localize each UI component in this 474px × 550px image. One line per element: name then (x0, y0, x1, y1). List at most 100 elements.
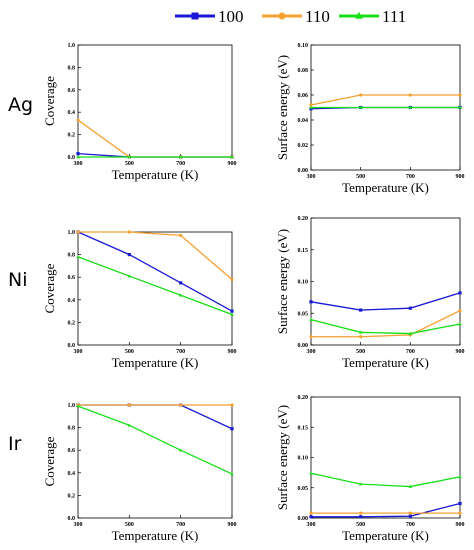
legend-entry-100: 100 (175, 7, 244, 26)
series-110 (76, 403, 234, 407)
y-axis-label: Surface energy (eV) (275, 229, 290, 334)
y-tick-label: 0.4 (68, 110, 76, 116)
series-line-111 (310, 318, 461, 335)
data-point-111 (76, 155, 80, 159)
data-point-100 (309, 300, 313, 304)
data-point-110 (458, 309, 462, 313)
x-tick-label: 500 (356, 522, 365, 528)
data-point-111 (408, 331, 413, 335)
y-tick-label: 0.0 (68, 343, 76, 349)
data-point-111 (230, 312, 234, 316)
y-tick-label: 1.0 (68, 230, 76, 236)
series-100 (309, 501, 462, 519)
data-point-111 (178, 293, 183, 297)
x-tick-label: 300 (74, 522, 83, 528)
data-point-111 (309, 317, 313, 321)
y-tick-label: 0.20 (298, 216, 309, 222)
plot-frame (77, 404, 233, 519)
panel-ni-surface-energy: 0.00 0.05 0.10 0.15 0.20 300 500 700 900 Temperat… (275, 216, 465, 370)
data-point-111 (408, 105, 413, 109)
data-point-110 (127, 403, 131, 407)
row-label-ir: Ir (8, 433, 22, 455)
series-line-110 (77, 119, 232, 158)
y-tick-label: 0.2 (68, 133, 76, 139)
x-axis-label: Temperature (K) (342, 528, 429, 543)
x-tick-label: 500 (125, 161, 134, 167)
data-point-111 (230, 472, 234, 476)
data-point-100 (76, 152, 80, 156)
y-tick-label: 0.8 (68, 253, 76, 259)
y-tick-label: 0.00 (298, 168, 309, 174)
data-point-111 (76, 404, 80, 408)
series-line-110 (310, 94, 460, 106)
y-axis-label: Surface energy (eV) (275, 405, 290, 510)
y-tick-label: 0.05 (298, 311, 309, 317)
x-tick-label: 900 (228, 161, 237, 167)
row-labels: Ag Ni Ir (8, 94, 33, 455)
y-tick-label: 0.8 (68, 65, 76, 71)
x-axis-label: Temperature (K) (342, 355, 429, 370)
plot-frame (310, 396, 461, 519)
x-tick-label: 700 (176, 522, 185, 528)
data-point-111 (127, 274, 132, 278)
data-point-111 (178, 448, 183, 452)
data-point-111 (76, 254, 80, 259)
data-point-110 (458, 511, 462, 515)
series-110 (309, 511, 462, 515)
y-axis-label: Surface energy (eV) (275, 55, 290, 160)
y-tick-label: 0.15 (298, 425, 309, 431)
y-tick-label: 0.20 (298, 395, 309, 401)
y-tick-label: 0.15 (298, 248, 309, 254)
data-point-111 (458, 474, 462, 479)
y-tick-label: 0.02 (298, 143, 309, 149)
x-tick-label: 300 (307, 349, 316, 355)
y-tick-label: 0.05 (298, 486, 309, 492)
y-tick-label: 0.10 (298, 456, 309, 462)
legend-label-110: 110 (305, 7, 330, 26)
data-point-110 (359, 511, 363, 515)
x-tick-label: 500 (356, 349, 365, 355)
data-point-111 (309, 471, 313, 475)
panel-ir-coverage: 0.0 0.2 0.4 0.6 0.8 1.0 300 500 700 900 Temperatur… (42, 403, 237, 543)
data-point-111 (358, 330, 363, 334)
data-point-100 (359, 515, 363, 519)
y-tick-label: 0.4 (68, 298, 76, 304)
legend-entry-111: 111 (339, 7, 406, 26)
plot-frame (77, 231, 233, 346)
legend-marker-100 (191, 12, 199, 20)
x-tick-label: 500 (356, 174, 365, 180)
series-line-110 (311, 310, 461, 338)
data-point-100 (458, 501, 462, 506)
data-point-110 (179, 403, 183, 407)
y-tick-label: 0.0 (68, 516, 76, 522)
x-tick-label: 500 (125, 522, 134, 528)
data-point-100 (179, 281, 183, 285)
series-111 (76, 155, 234, 159)
x-tick-label: 300 (307, 522, 316, 528)
data-point-100 (127, 253, 131, 257)
data-point-110 (458, 93, 462, 97)
y-tick-label: 0.2 (68, 493, 76, 499)
x-tick-label: 300 (74, 349, 83, 355)
y-tick-label: 0.6 (68, 448, 76, 454)
x-axis-label: Temperature (K) (112, 167, 199, 182)
y-tick-label: 0.0 (68, 155, 76, 161)
data-point-110 (309, 103, 313, 107)
y-tick-label: 0.4 (68, 471, 76, 477)
x-tick-label: 900 (456, 349, 465, 355)
series-111 (309, 471, 462, 488)
data-point-110 (230, 403, 234, 407)
panel-ag-surface-energy: 0.00 0.02 0.04 0.06 0.08 0.10 300 500 700 900 Temp… (275, 43, 465, 195)
legend-label-111: 111 (382, 7, 406, 26)
data-point-110 (127, 230, 131, 234)
data-point-111 (408, 484, 413, 488)
x-axis-label: Temperature (K) (112, 528, 199, 543)
x-tick-label: 900 (228, 522, 237, 528)
series-110 (76, 230, 234, 282)
y-tick-label: 0.10 (298, 43, 309, 49)
x-tick-label: 700 (406, 174, 415, 180)
series-100 (76, 403, 234, 431)
y-tick-label: 0.06 (298, 93, 309, 99)
legend-marker-110 (278, 12, 286, 20)
x-tick-label: 900 (456, 522, 465, 528)
